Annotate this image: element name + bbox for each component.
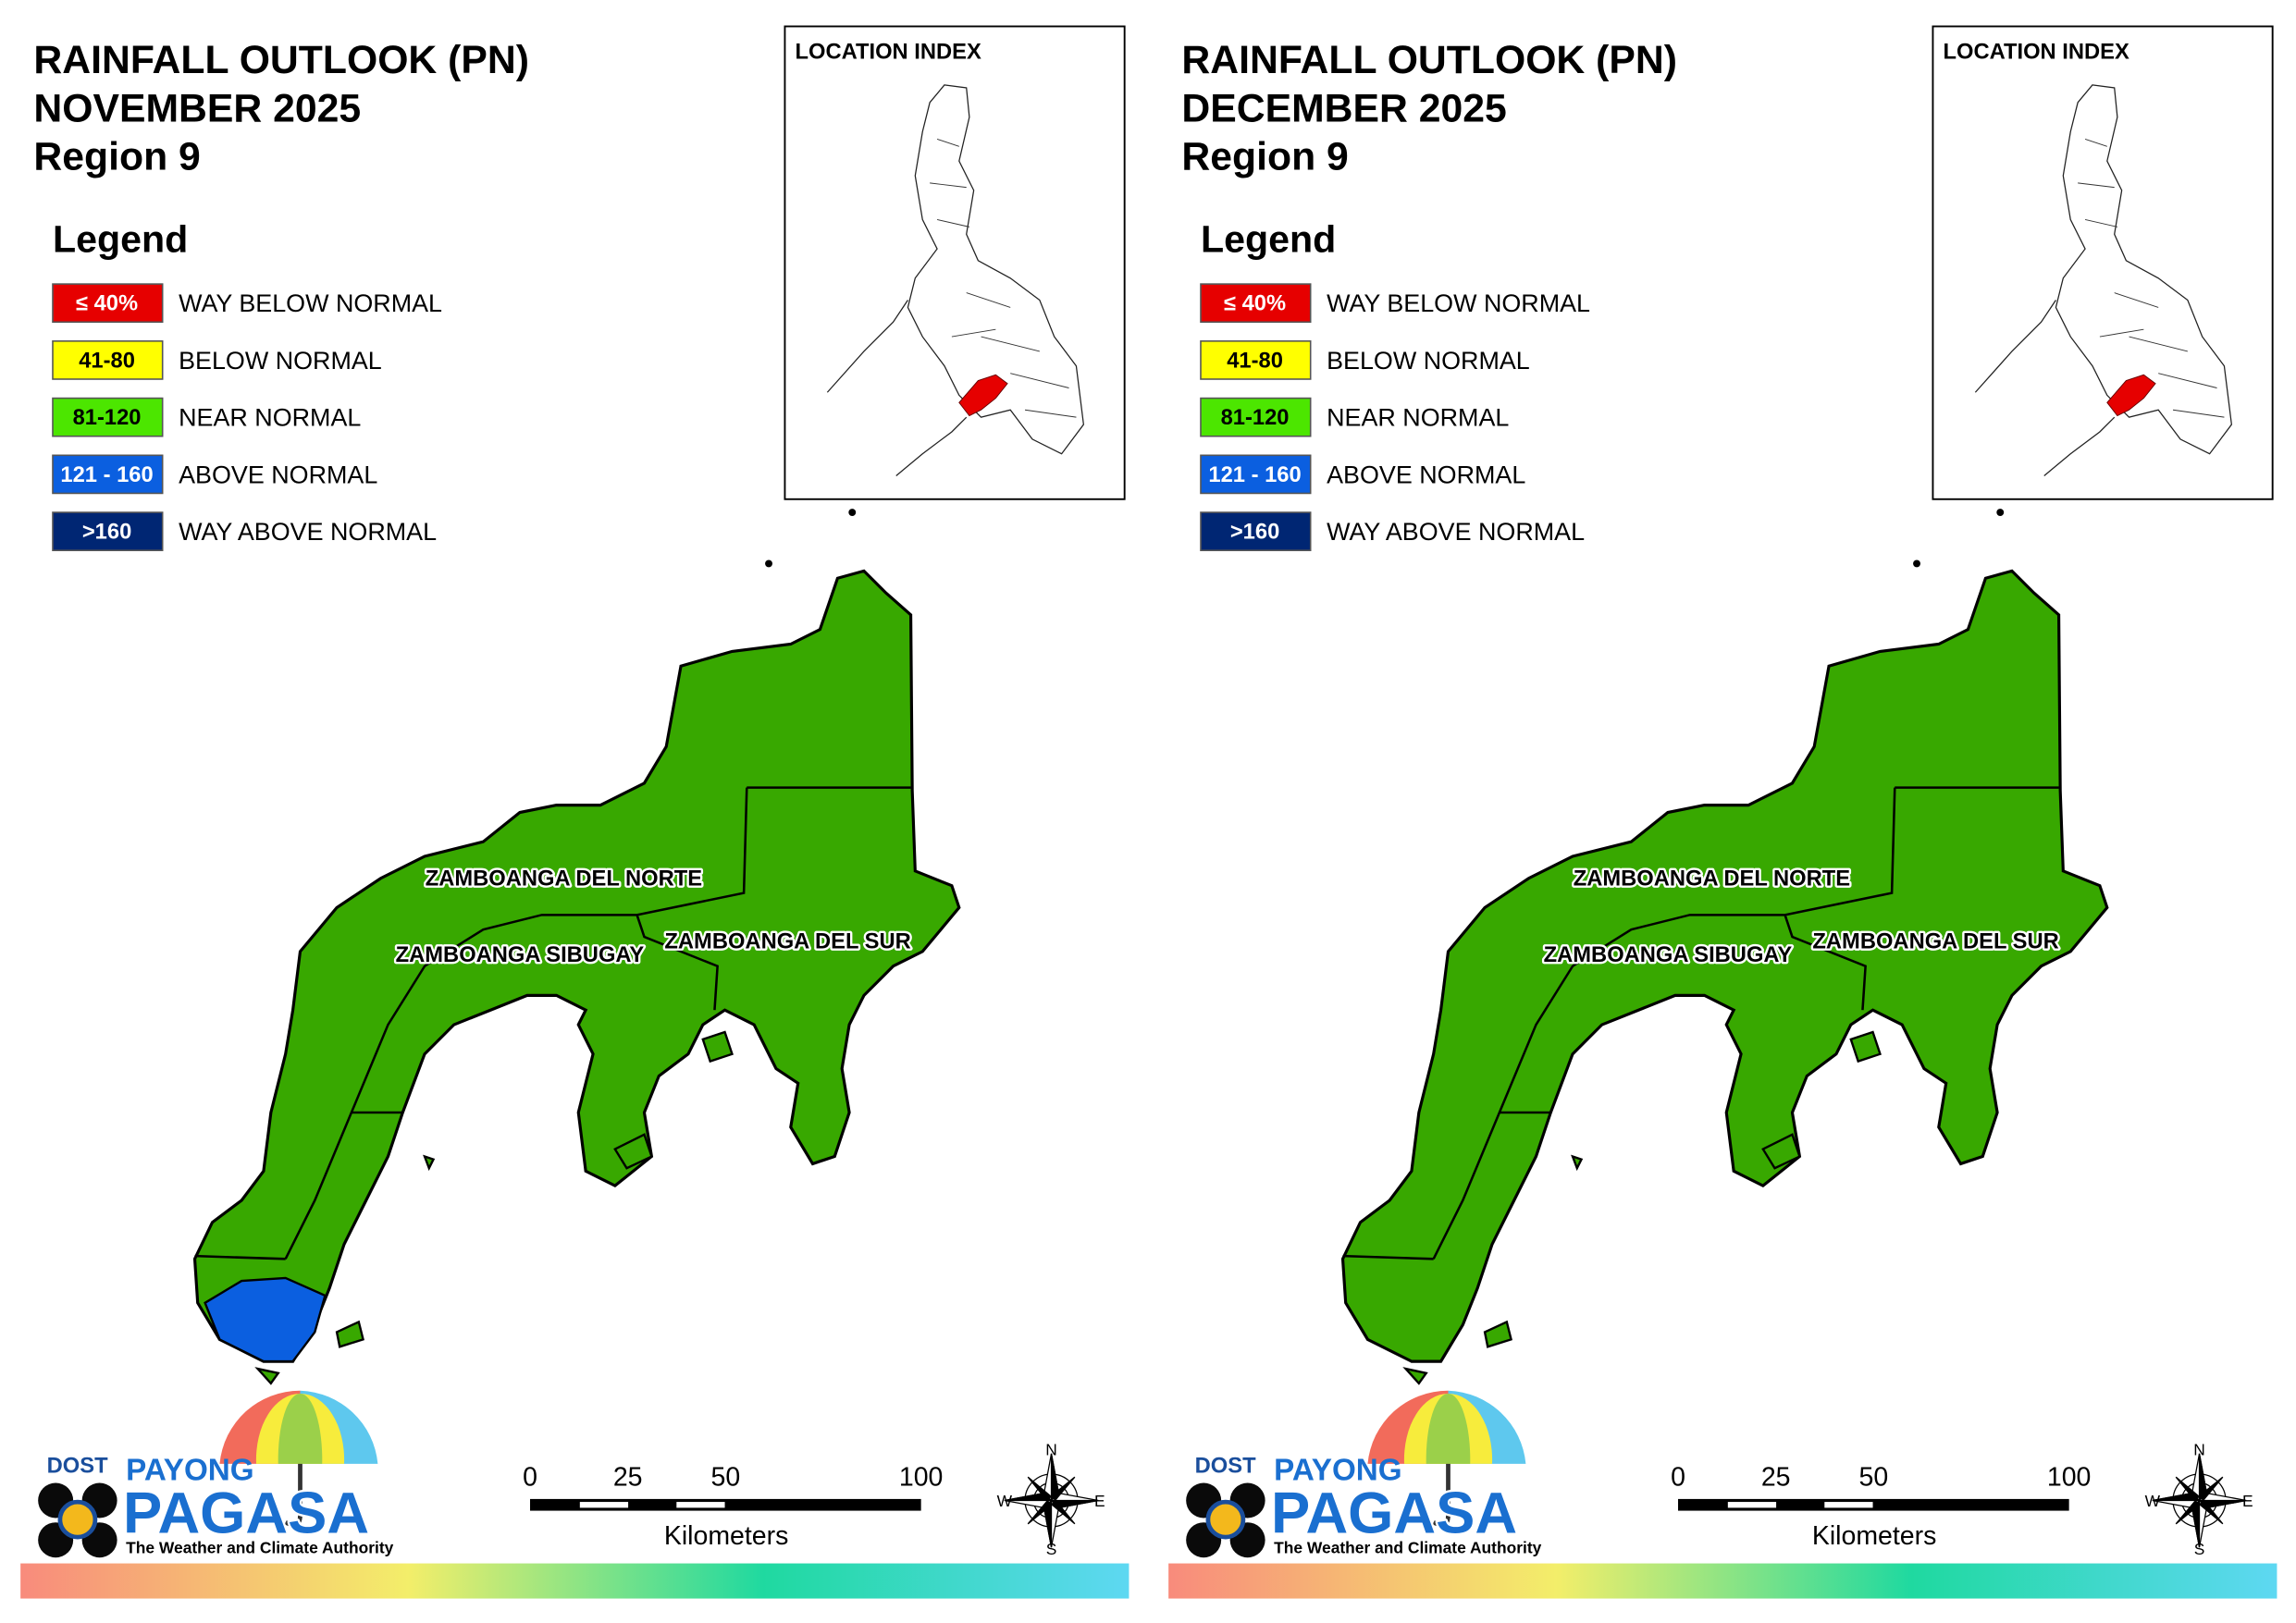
- province-label: ZAMBOANGA DEL SUR: [1812, 930, 2058, 954]
- panel: RAINFALL OUTLOOK (PN)DECEMBER 2025 Region…: [1168, 27, 2277, 1599]
- legend-label: BELOW NORMAL: [179, 347, 382, 375]
- legend-label: WAY BELOW NORMAL: [1327, 289, 1590, 317]
- legend-swatch: [52, 511, 164, 551]
- scale-label: 50: [1858, 1463, 1888, 1493]
- compass-letter: E: [2242, 1492, 2253, 1510]
- legend-swatch: [52, 283, 164, 324]
- title-line: Region 9: [1181, 135, 1348, 179]
- legend-swatch: [52, 454, 164, 495]
- legend-swatch: [52, 397, 164, 437]
- logo-tagline: The Weather and Climate Authority: [126, 1538, 393, 1556]
- legend-swatch-label: 121 - 160: [60, 463, 153, 487]
- legend-swatch: [1200, 511, 1312, 551]
- legend-swatch-label: 81-120: [1221, 406, 1290, 430]
- legend-label: WAY BELOW NORMAL: [179, 289, 442, 317]
- legend-swatch: [1200, 340, 1312, 380]
- province-label: ZAMBOANGA DEL NORTE: [1574, 867, 1850, 891]
- compass-letter: W: [997, 1492, 1013, 1510]
- compass-letter: S: [2194, 1540, 2205, 1558]
- scale-label: 0: [523, 1463, 537, 1493]
- compass-letter: N: [1045, 1440, 1057, 1458]
- legend-title: Legend: [53, 217, 188, 260]
- legend-label: NEAR NORMAL: [179, 404, 361, 432]
- legend-swatch-label: 121 - 160: [1208, 463, 1301, 487]
- legend-title: Legend: [1201, 217, 1336, 260]
- title-line: NOVEMBER 2025: [33, 86, 361, 130]
- title-line: Region 9: [33, 135, 200, 179]
- legend-label: BELOW NORMAL: [1327, 347, 1530, 375]
- logo-dost: DOST: [1195, 1454, 1256, 1478]
- province-label: ZAMBOANGA SIBUGAY: [1544, 943, 1793, 967]
- legend-label: ABOVE NORMAL: [1327, 461, 1525, 488]
- logo-payong: PAYONG: [1274, 1453, 1402, 1487]
- logo-dost: DOST: [47, 1454, 108, 1478]
- title-line: DECEMBER 2025: [1181, 86, 1506, 130]
- title-line: RAINFALL OUTLOOK (PN): [33, 38, 529, 82]
- location-index-title: LOCATION INDEX: [796, 40, 981, 64]
- legend-swatch-label: ≤ 40%: [76, 292, 138, 316]
- legend-label: ABOVE NORMAL: [179, 461, 377, 488]
- logo-pagasa: PAGASA: [1271, 1481, 1517, 1545]
- province-label: ZAMBOANGA SIBUGAY: [396, 943, 645, 967]
- scale-label: 25: [1761, 1463, 1791, 1493]
- compass-letter: E: [1094, 1492, 1105, 1510]
- scale-unit: Kilometers: [664, 1521, 789, 1551]
- compass-letter: W: [2145, 1492, 2161, 1510]
- legend-label: WAY ABOVE NORMAL: [1327, 518, 1585, 546]
- legend-swatch: [1200, 283, 1312, 324]
- scale-label: 25: [613, 1463, 643, 1493]
- logo-tagline: The Weather and Climate Authority: [1274, 1538, 1541, 1556]
- title-line: RAINFALL OUTLOOK (PN): [1181, 38, 1677, 82]
- legend-label: WAY ABOVE NORMAL: [179, 518, 437, 546]
- legend-swatch: [1200, 454, 1312, 495]
- scale-label: 100: [2047, 1463, 2092, 1493]
- legend-swatch: [52, 340, 164, 380]
- legend-swatch-label: 41-80: [79, 349, 135, 373]
- compass-letter: N: [2193, 1440, 2205, 1458]
- scale-unit: Kilometers: [1812, 1521, 1937, 1551]
- logo-pagasa: PAGASA: [123, 1481, 369, 1545]
- scale-label: 0: [1671, 1463, 1685, 1493]
- compass-letter: S: [1046, 1540, 1057, 1558]
- panel: RAINFALL OUTLOOK (PN)NOVEMBER 2025 Region…: [20, 27, 1129, 1599]
- legend-label: NEAR NORMAL: [1327, 404, 1509, 432]
- province-label: ZAMBOANGA DEL SUR: [664, 930, 910, 954]
- legend-swatch-label: 81-120: [73, 406, 142, 430]
- logo-payong: PAYONG: [126, 1453, 254, 1487]
- scale-label: 50: [710, 1463, 740, 1493]
- legend-swatch: [1200, 397, 1312, 437]
- scale-label: 100: [899, 1463, 944, 1493]
- province-label: ZAMBOANGA DEL NORTE: [426, 867, 702, 891]
- legend-swatch-label: >160: [82, 521, 131, 545]
- legend-swatch-label: 41-80: [1227, 349, 1283, 373]
- legend-swatch-label: >160: [1230, 521, 1279, 545]
- location-index-title: LOCATION INDEX: [1944, 40, 2129, 64]
- legend-swatch-label: ≤ 40%: [1224, 292, 1286, 316]
